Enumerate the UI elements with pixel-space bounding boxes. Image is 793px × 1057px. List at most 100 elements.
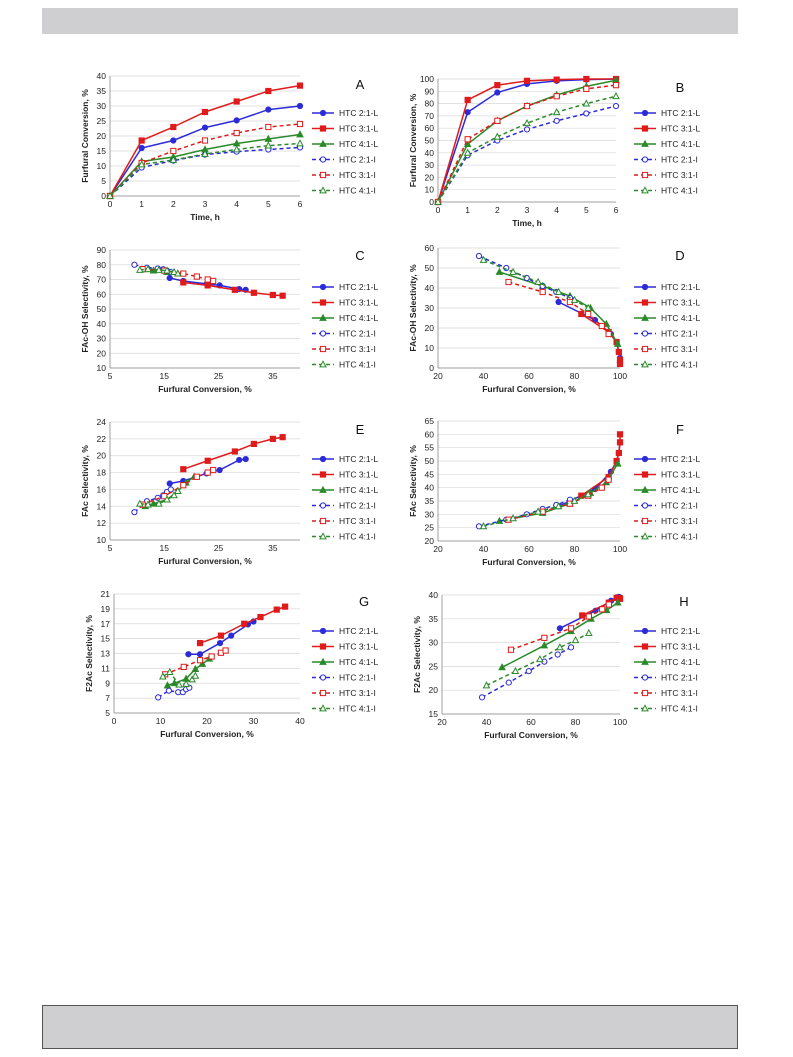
series-line xyxy=(501,601,619,669)
data-point xyxy=(273,606,280,613)
y-tick-label: 40 xyxy=(97,71,107,81)
data-point xyxy=(556,625,564,632)
y-tick-label: 40 xyxy=(425,148,435,158)
data-point xyxy=(201,108,209,116)
data-point xyxy=(494,89,501,96)
data-point xyxy=(208,653,215,660)
data-point xyxy=(585,310,592,318)
series-line xyxy=(483,259,589,309)
data-point xyxy=(170,147,177,155)
data-point xyxy=(605,601,612,608)
legend-swatch-marker xyxy=(319,313,327,321)
y-axis-label: F2Ac Selectivity, % xyxy=(84,615,94,692)
legend-entry: HTC 3:1-I xyxy=(339,344,376,354)
data-point xyxy=(155,694,162,701)
y-tick-label: 11 xyxy=(101,663,110,673)
series-line xyxy=(499,463,619,522)
y-tick-label: 45 xyxy=(425,469,435,479)
y-tick-label: 70 xyxy=(425,111,435,121)
data-point xyxy=(257,613,264,621)
data-point xyxy=(242,455,249,463)
data-point xyxy=(185,651,192,658)
legend-entry: HTC 2:1-L xyxy=(339,282,378,292)
data-point xyxy=(534,277,542,285)
data-point xyxy=(599,606,606,613)
y-tick-label: 30 xyxy=(425,160,435,170)
data-point xyxy=(166,480,173,487)
legend-entry: HTC 2:1-L xyxy=(661,282,700,292)
legend-entry: HTC 2:1-I xyxy=(661,329,698,339)
legend-entry: HTC 3:1-I xyxy=(339,688,376,698)
data-point xyxy=(494,82,501,89)
y-tick-label: 50 xyxy=(97,304,107,314)
y-tick-label: 24 xyxy=(97,417,107,427)
data-point xyxy=(567,644,575,651)
data-point xyxy=(155,265,163,273)
data-point xyxy=(174,486,182,495)
data-point xyxy=(605,476,612,483)
data-point xyxy=(196,657,204,664)
panel-label: G xyxy=(359,594,369,609)
x-tick-label: 40 xyxy=(482,717,492,727)
x-tick-label: 100 xyxy=(613,544,627,554)
x-tick-label: 20 xyxy=(433,371,443,381)
legend-swatch-marker xyxy=(641,360,649,368)
data-point xyxy=(106,191,114,199)
data-point xyxy=(216,466,223,474)
y-tick-label: 10 xyxy=(97,363,107,373)
legend-entry: HTC 2:1-I xyxy=(661,501,698,511)
legend: HTC 2:1-L HTC 3:1-L HTC 4:1-L HTC 2:1-I HTC … xyxy=(634,108,700,196)
legend-entry: HTC 4:1-I xyxy=(661,532,698,542)
data-point xyxy=(138,144,145,152)
data-point xyxy=(556,643,564,651)
data-point xyxy=(296,139,304,147)
y-tick-label: 65 xyxy=(425,416,435,426)
x-tick-label: 4 xyxy=(234,199,239,209)
chart-panel-c: 10 20 30 40 50 60 70 80 90 5 15 25 35 Furfural Conver… xyxy=(80,245,378,394)
x-tick-label: 3 xyxy=(525,205,530,215)
legend-entry: HTC 3:1-L xyxy=(339,642,378,652)
legend-swatch-marker xyxy=(641,517,649,525)
x-tick-label: 40 xyxy=(479,544,489,554)
data-point xyxy=(567,625,575,632)
data-point xyxy=(210,466,217,474)
x-tick-label: 1 xyxy=(465,205,470,215)
legend-entry: HTC 3:1-I xyxy=(661,170,698,180)
legend-swatch-marker xyxy=(319,517,327,525)
data-point xyxy=(170,267,178,276)
y-tick-label: 80 xyxy=(425,99,435,109)
x-tick-label: 20 xyxy=(202,716,212,726)
legend-entry: HTC 2:1-L xyxy=(661,626,700,636)
y-tick-label: 17 xyxy=(101,619,111,629)
data-point xyxy=(180,270,187,277)
x-tick-label: 6 xyxy=(298,199,303,209)
data-point xyxy=(536,655,544,663)
data-point xyxy=(269,291,276,299)
legend-entry: HTC 2:1-L xyxy=(339,454,378,464)
data-point xyxy=(180,482,187,489)
x-tick-label: 60 xyxy=(524,371,534,381)
y-tick-label: 7 xyxy=(105,693,110,703)
data-point xyxy=(541,634,548,641)
y-tick-label: 50 xyxy=(425,456,435,466)
data-point xyxy=(250,440,257,448)
panel-label: C xyxy=(355,248,364,263)
legend-entry: HTC 3:1-I xyxy=(661,688,698,698)
legend-swatch-marker xyxy=(319,643,327,650)
y-axis-label: FAc-OH Selectivity, % xyxy=(80,265,90,353)
legend-entry: HTC 2:1-I xyxy=(661,673,698,683)
data-point xyxy=(170,123,177,131)
y-tick-label: 12 xyxy=(97,518,107,528)
y-tick-label: 50 xyxy=(425,263,435,273)
data-point xyxy=(265,123,272,131)
data-point xyxy=(509,514,517,522)
data-point xyxy=(505,278,512,286)
data-point xyxy=(166,274,173,282)
data-point xyxy=(584,303,592,311)
data-point xyxy=(175,680,183,688)
data-point xyxy=(539,288,546,296)
data-point xyxy=(269,435,276,442)
data-point xyxy=(583,75,590,83)
legend-swatch-marker xyxy=(641,313,649,321)
legend-entry: HTC 3:1-I xyxy=(339,516,376,526)
